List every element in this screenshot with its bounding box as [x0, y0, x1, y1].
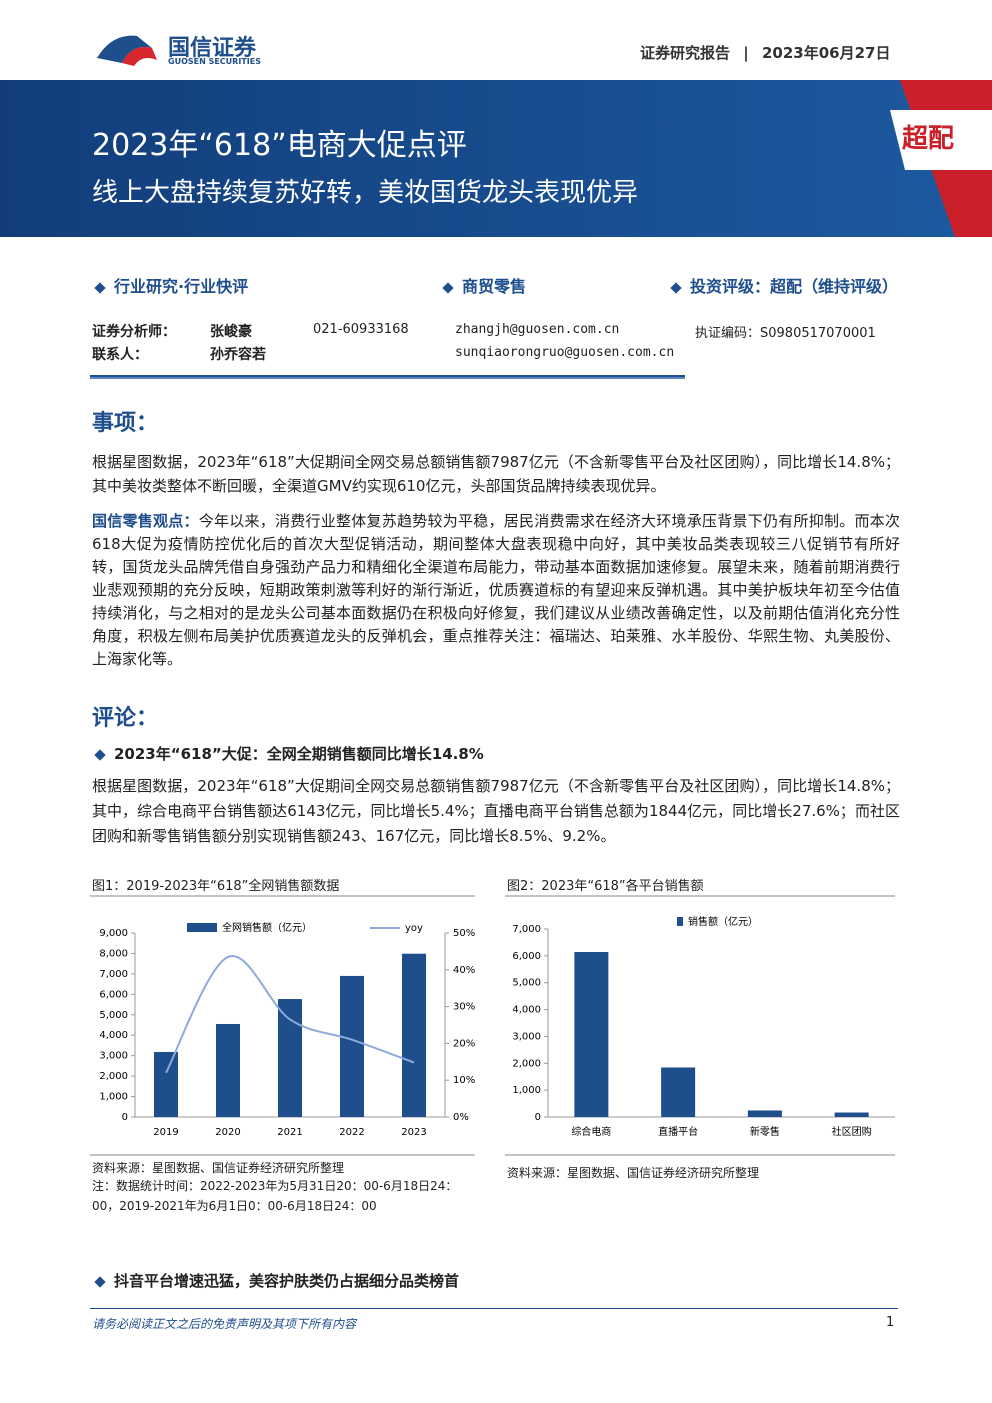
analyst-phone: 021-60933168	[313, 322, 409, 337]
analyst-cert: 执证编码：S0980517070001	[695, 326, 876, 341]
legend-label: 销售额（亿元）	[688, 915, 758, 928]
y-tick-label: 3,000	[99, 1051, 128, 1062]
logo-cn: 国信证券	[168, 36, 257, 61]
source: 资料来源：星图数据、国信证券经济研究所整理	[92, 1161, 345, 1175]
report-date: 2023年06月27日	[761, 44, 891, 62]
paragraph: 根据星图数据，2023年“618”大促期间全网交易总额销售额7987亿元（不含新…	[92, 453, 900, 495]
contact-email: sunqiaorongruo@guosen.com.cn	[455, 345, 675, 360]
meta-category-text: 行业研究·行业快评	[114, 277, 249, 296]
section-heading: 事项：	[92, 411, 159, 436]
bullet: 2023年“618”大促：全网全期销售额同比增长14.8%	[94, 743, 484, 764]
page-number: 1	[886, 1315, 895, 1330]
legend-swatch	[187, 923, 217, 932]
logo-en: GUOSEN SECURITIES	[168, 57, 261, 66]
meta-rating-text: 投资评级：超配（维持评级）	[690, 277, 899, 296]
y-tick-label: 3,000	[512, 1031, 541, 1042]
analyst-name: 张峻豪	[210, 324, 252, 340]
x-tick-label: 新零售	[750, 1125, 780, 1138]
bar	[661, 1067, 696, 1117]
meta-rating: 投资评级：超配（维持评级）	[670, 273, 899, 297]
y-tick-label: 2,000	[99, 1071, 128, 1082]
bar	[402, 953, 426, 1117]
note: 注：数据统计时间：2022-2023年为5月31日20：00-6月18日24：0…	[92, 1179, 458, 1213]
title: 2023年“618”电商大促点评	[92, 128, 467, 163]
contact-role: 联系人：	[92, 347, 148, 363]
y2-tick-label: 10%	[453, 1075, 475, 1086]
y-tick-label: 6,000	[512, 951, 541, 962]
y-tick-label: 1,000	[99, 1092, 128, 1103]
bar	[747, 1110, 782, 1117]
footer-line	[90, 1308, 898, 1309]
bar	[574, 952, 609, 1117]
y-tick-label: 6,000	[99, 989, 128, 1000]
report-type-text: 证券研究报告	[640, 44, 731, 62]
source: 资料来源：星图数据、国信证券经济研究所整理	[507, 1166, 760, 1180]
y-tick-label: 9,000	[99, 928, 128, 939]
rating: 超配	[902, 124, 955, 154]
y-tick-label: 4,000	[512, 1005, 541, 1016]
view-label: 国信零售观点：	[92, 512, 199, 530]
meta-sector: 商贸零售	[442, 273, 527, 297]
bar	[340, 975, 364, 1117]
line	[165, 955, 415, 1074]
x-tick-label: 社区团购	[832, 1125, 872, 1138]
y2-tick-label: 30%	[453, 1002, 475, 1013]
contact-name: 孙乔容若	[210, 347, 266, 363]
bullet-text: 2023年“618”大促：全网全期销售额同比增长14.8%	[114, 745, 484, 763]
bar	[278, 999, 302, 1117]
x-tick-label: 2022	[339, 1127, 364, 1138]
legend-swatch	[677, 917, 683, 926]
bar	[834, 1112, 869, 1117]
rating-tab	[890, 80, 992, 237]
y-tick-label: 5,000	[99, 1010, 128, 1021]
y-tick-label: 8,000	[99, 948, 128, 959]
paragraph: 国信零售观点：今年以来，消费行业整体复苏趋势较为平稳，居民消费需求在经济大环境承…	[92, 510, 900, 671]
banner	[0, 80, 992, 237]
y-tick-label: 7,000	[99, 969, 128, 980]
bullet: 抖音平台增速迅猛，美容护肤类仍占据细分品类榜首	[94, 1270, 460, 1291]
y2-tick-label: 40%	[453, 965, 475, 976]
logo-icon	[97, 35, 157, 66]
y2-tick-label: 0%	[453, 1112, 469, 1123]
meta-sector-text: 商贸零售	[462, 277, 527, 296]
bullet-text: 抖音平台增速迅猛，美容护肤类仍占据细分品类榜首	[114, 1272, 460, 1290]
legend-label: yoy	[405, 923, 423, 934]
y-tick-label: 0	[122, 1112, 128, 1123]
y-tick-label: 7,000	[512, 924, 541, 935]
report-type: 证券研究报告 | 2023年06月27日	[640, 44, 891, 62]
x-tick-label: 综合电商	[571, 1125, 611, 1138]
bar	[216, 1023, 240, 1117]
legend-label: 全网销售额（亿元）	[222, 921, 312, 934]
x-tick-label: 2020	[215, 1127, 240, 1138]
subtitle: 线上大盘持续复苏好转，美妆国货龙头表现优异	[92, 178, 639, 208]
x-tick-label: 2021	[277, 1127, 302, 1138]
analyst-role: 证券分析师：	[92, 324, 176, 340]
y-tick-label: 1,000	[512, 1085, 541, 1096]
disclaimer: 请务必阅读正文之后的免责声明及其项下所有内容	[92, 1317, 357, 1331]
paragraph: 根据星图数据，2023年“618”大促期间全网交易总额销售额7987亿元（不含新…	[92, 777, 900, 845]
section-heading: 评论：	[92, 706, 159, 731]
y-tick-label: 2,000	[512, 1058, 541, 1069]
x-tick-label: 2019	[153, 1127, 178, 1138]
y2-tick-label: 50%	[453, 928, 475, 939]
view-text: 今年以来，消费行业整体复苏趋势较为平稳，居民消费需求在经济大环境承压背景下仍有所…	[92, 512, 900, 668]
y-tick-label: 0	[535, 1112, 541, 1123]
y-tick-label: 4,000	[99, 1030, 128, 1041]
x-tick-label: 2023	[401, 1127, 426, 1138]
meta-category: 行业研究·行业快评	[94, 273, 249, 297]
analyst-email: zhangjh@guosen.com.cn	[455, 322, 620, 337]
figure-title: 图1：2019-2023年“618”全网销售额数据	[92, 879, 340, 894]
x-tick-label: 直播平台	[658, 1125, 698, 1138]
y2-tick-label: 20%	[453, 1038, 475, 1049]
divider	[90, 375, 685, 379]
figure-title: 图2：2023年“618”各平台销售额	[507, 879, 704, 894]
bar	[154, 1051, 178, 1117]
y-tick-label: 5,000	[512, 978, 541, 989]
